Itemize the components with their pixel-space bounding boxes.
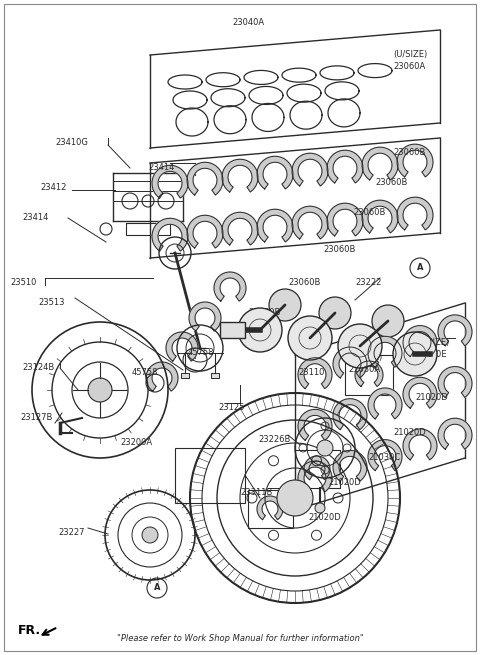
Text: 23311B: 23311B xyxy=(240,488,272,497)
Polygon shape xyxy=(327,150,363,183)
Text: 23414: 23414 xyxy=(22,213,48,222)
Text: (U/SIZE): (U/SIZE) xyxy=(348,353,382,362)
Polygon shape xyxy=(397,197,433,230)
Text: 23513: 23513 xyxy=(38,298,64,307)
Polygon shape xyxy=(257,209,293,242)
Polygon shape xyxy=(298,358,332,388)
Polygon shape xyxy=(292,206,328,239)
Text: 23412: 23412 xyxy=(40,183,66,192)
Bar xyxy=(211,373,219,378)
Text: 23040A: 23040A xyxy=(232,18,264,27)
Bar xyxy=(295,450,340,488)
Circle shape xyxy=(288,316,332,360)
Text: FR.: FR. xyxy=(18,624,41,637)
Text: 23060B: 23060B xyxy=(375,178,408,187)
Text: (U/SIZE): (U/SIZE) xyxy=(415,338,449,347)
Circle shape xyxy=(393,332,437,376)
Text: 23222: 23222 xyxy=(355,278,382,287)
Text: 21020D: 21020D xyxy=(393,428,426,437)
Bar xyxy=(126,223,170,235)
Bar xyxy=(175,448,245,503)
Polygon shape xyxy=(327,203,363,236)
Polygon shape xyxy=(146,362,178,391)
Text: 23124B: 23124B xyxy=(22,363,54,372)
Polygon shape xyxy=(298,409,332,440)
Polygon shape xyxy=(189,302,221,331)
Polygon shape xyxy=(222,159,258,192)
Polygon shape xyxy=(362,200,398,233)
Polygon shape xyxy=(257,496,283,519)
Circle shape xyxy=(88,378,112,402)
Polygon shape xyxy=(438,367,472,398)
Text: "Please refer to Work Shop Manual for further information": "Please refer to Work Shop Manual for fu… xyxy=(117,634,363,643)
Text: 23227: 23227 xyxy=(58,528,84,537)
Polygon shape xyxy=(368,440,402,470)
Text: 23060B: 23060B xyxy=(288,278,320,287)
Polygon shape xyxy=(403,429,437,460)
Polygon shape xyxy=(403,326,437,356)
Polygon shape xyxy=(298,461,332,492)
Circle shape xyxy=(277,480,313,516)
Text: 23060B: 23060B xyxy=(248,308,280,317)
Polygon shape xyxy=(333,451,367,481)
Circle shape xyxy=(319,297,351,329)
Circle shape xyxy=(142,527,158,543)
Text: 23110: 23110 xyxy=(298,368,324,377)
Text: A: A xyxy=(154,584,160,593)
Polygon shape xyxy=(368,336,402,367)
Polygon shape xyxy=(438,315,472,346)
Bar xyxy=(220,322,245,338)
Polygon shape xyxy=(152,218,188,251)
Polygon shape xyxy=(368,388,402,419)
Text: 45758: 45758 xyxy=(132,368,158,377)
Text: 45758: 45758 xyxy=(188,348,215,357)
Bar xyxy=(345,355,393,395)
Polygon shape xyxy=(333,399,367,430)
Polygon shape xyxy=(187,162,223,195)
Polygon shape xyxy=(214,272,246,301)
Circle shape xyxy=(372,305,404,337)
Bar xyxy=(248,490,293,528)
Polygon shape xyxy=(292,153,328,186)
Polygon shape xyxy=(152,165,188,198)
Text: 21030C: 21030C xyxy=(368,453,400,462)
Circle shape xyxy=(238,308,282,352)
Polygon shape xyxy=(257,157,293,189)
Circle shape xyxy=(315,503,325,513)
Text: 23125: 23125 xyxy=(218,403,244,412)
Text: 21020D: 21020D xyxy=(328,478,361,487)
Text: 23127B: 23127B xyxy=(20,413,52,422)
Circle shape xyxy=(317,440,333,456)
Text: 23414: 23414 xyxy=(148,163,174,172)
Polygon shape xyxy=(362,147,398,180)
Polygon shape xyxy=(397,144,433,177)
Polygon shape xyxy=(304,456,330,479)
Text: 21020D: 21020D xyxy=(308,513,341,522)
Text: A: A xyxy=(417,263,423,272)
Text: 23060A: 23060A xyxy=(393,62,425,71)
Text: 21020D: 21020D xyxy=(415,393,448,402)
Text: 23410G: 23410G xyxy=(55,138,88,147)
Text: (U/SIZE): (U/SIZE) xyxy=(393,50,427,59)
Polygon shape xyxy=(222,212,258,245)
Text: 21020E: 21020E xyxy=(415,350,446,359)
Text: 23060B: 23060B xyxy=(353,208,385,217)
Polygon shape xyxy=(333,347,367,378)
Polygon shape xyxy=(438,419,472,449)
Polygon shape xyxy=(187,215,223,248)
Text: 21030A: 21030A xyxy=(348,365,380,374)
Bar xyxy=(181,373,189,378)
Text: 23200A: 23200A xyxy=(120,438,152,447)
Polygon shape xyxy=(403,377,437,408)
Polygon shape xyxy=(355,361,383,386)
Text: 23226B: 23226B xyxy=(258,435,290,444)
Text: 23060B: 23060B xyxy=(393,148,425,157)
Text: 23060B: 23060B xyxy=(323,245,355,254)
Text: 23510: 23510 xyxy=(10,278,36,287)
Polygon shape xyxy=(166,332,198,361)
Circle shape xyxy=(269,289,301,321)
Circle shape xyxy=(338,324,382,368)
